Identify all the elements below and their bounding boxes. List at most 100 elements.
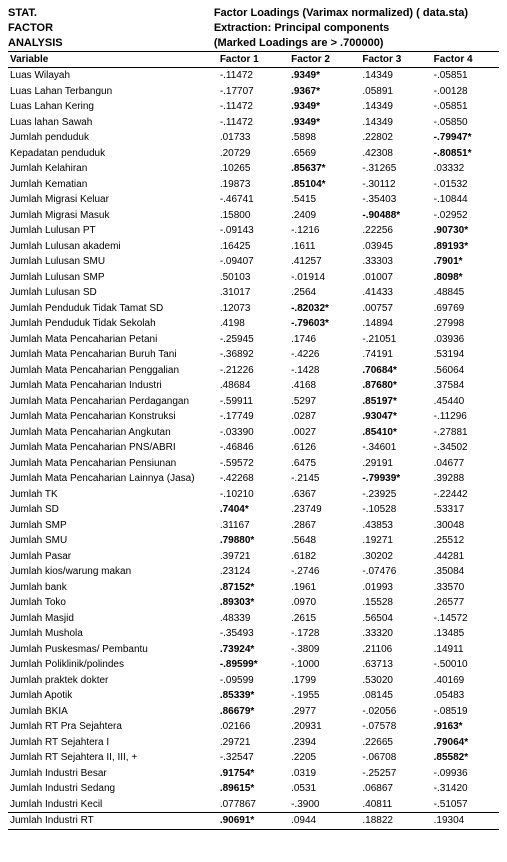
cell-variable: Jumlah Industri Kecil bbox=[8, 797, 214, 813]
cell-factor2: .2409 bbox=[285, 208, 356, 224]
cell-factor3: .42308 bbox=[356, 146, 427, 162]
cell-factor3: .93047* bbox=[356, 409, 427, 425]
cell-factor4: .30048 bbox=[428, 518, 499, 534]
cell-factor2: .2564 bbox=[285, 285, 356, 301]
cell-variable: Jumlah RT Sejahtera II, III, + bbox=[8, 750, 214, 766]
cell-variable: Jumlah Apotik bbox=[8, 688, 214, 704]
cell-variable: Jumlah RT Pra Sejahtera bbox=[8, 719, 214, 735]
cell-factor1: .31017 bbox=[214, 285, 285, 301]
cell-factor1: .23124 bbox=[214, 564, 285, 580]
cell-factor1: .89615* bbox=[214, 781, 285, 797]
cell-factor1: -.89599* bbox=[214, 657, 285, 673]
cell-factor4: .40169 bbox=[428, 673, 499, 689]
cell-factor1: .39721 bbox=[214, 549, 285, 565]
cell-factor3: .85410* bbox=[356, 425, 427, 441]
table-row: Jumlah Poliklinik/polindes-.89599*-.1000… bbox=[8, 657, 499, 673]
header-right-1: Factor Loadings (Varimax normalized) ( d… bbox=[214, 6, 499, 21]
cell-factor2: .0970 bbox=[285, 595, 356, 611]
col-factor2: Factor 2 bbox=[285, 52, 356, 68]
cell-factor3: -.10528 bbox=[356, 502, 427, 518]
cell-factor2: .2615 bbox=[285, 611, 356, 627]
cell-variable: Jumlah Penduduk Tidak Tamat SD bbox=[8, 301, 214, 317]
cell-factor3: .14349 bbox=[356, 68, 427, 84]
cell-factor2: .5648 bbox=[285, 533, 356, 549]
cell-factor4: .90730* bbox=[428, 223, 499, 239]
cell-factor3: .14349 bbox=[356, 115, 427, 131]
cell-factor2: .4168 bbox=[285, 378, 356, 394]
cell-factor3: .85197* bbox=[356, 394, 427, 410]
col-factor3: Factor 3 bbox=[356, 52, 427, 68]
cell-factor4: .14911 bbox=[428, 642, 499, 658]
cell-factor4: .39288 bbox=[428, 471, 499, 487]
cell-factor1: .48339 bbox=[214, 611, 285, 627]
cell-factor1: .31167 bbox=[214, 518, 285, 534]
cell-factor2: -.82032* bbox=[285, 301, 356, 317]
cell-factor1: -.11472 bbox=[214, 115, 285, 131]
cell-factor2: -.3900 bbox=[285, 797, 356, 813]
cell-factor4: -.09936 bbox=[428, 766, 499, 782]
cell-factor4: -.22442 bbox=[428, 487, 499, 503]
cell-factor4: .8098* bbox=[428, 270, 499, 286]
cell-factor4: -.79947* bbox=[428, 130, 499, 146]
table-row: Jumlah Mata Pencaharian Petani-.25945.17… bbox=[8, 332, 499, 348]
cell-factor3: .05891 bbox=[356, 84, 427, 100]
cell-factor3: -.02056 bbox=[356, 704, 427, 720]
cell-variable: Jumlah Lulusan akademi bbox=[8, 239, 214, 255]
cell-factor1: .16425 bbox=[214, 239, 285, 255]
cell-variable: Jumlah kios/warung makan bbox=[8, 564, 214, 580]
cell-factor2: .41257 bbox=[285, 254, 356, 270]
cell-factor4: .69769 bbox=[428, 301, 499, 317]
cell-factor4: .53194 bbox=[428, 347, 499, 363]
cell-factor2: -.79603* bbox=[285, 316, 356, 332]
cell-factor4: -.00128 bbox=[428, 84, 499, 100]
cell-factor3: .03945 bbox=[356, 239, 427, 255]
cell-variable: Jumlah Migrasi Keluar bbox=[8, 192, 214, 208]
cell-factor4: .7901* bbox=[428, 254, 499, 270]
cell-variable: Jumlah Mata Pencaharian Buruh Tani bbox=[8, 347, 214, 363]
cell-variable: Jumlah Mata Pencaharian PNS/ABRI bbox=[8, 440, 214, 456]
cell-factor1: -.03390 bbox=[214, 425, 285, 441]
cell-factor2: -.2145 bbox=[285, 471, 356, 487]
header-left-3: ANALYSIS bbox=[8, 36, 214, 52]
table-row: Jumlah Penduduk Tidak Sekolah.4198-.7960… bbox=[8, 316, 499, 332]
cell-factor4: .19304 bbox=[428, 813, 499, 830]
table-row: Jumlah Migrasi Masuk.15800.2409-.90488*-… bbox=[8, 208, 499, 224]
cell-factor1: -.59572 bbox=[214, 456, 285, 472]
cell-variable: Jumlah Industri RT bbox=[8, 813, 214, 830]
cell-variable: Luas Lahan Terbangun bbox=[8, 84, 214, 100]
table-row: Jumlah Mata Pencaharian Perdagangan-.599… bbox=[8, 394, 499, 410]
cell-factor4: .53317 bbox=[428, 502, 499, 518]
cell-variable: Jumlah Poliklinik/polindes bbox=[8, 657, 214, 673]
table-row: Luas lahan Sawah-.11472.9349*.14349-.058… bbox=[8, 115, 499, 131]
cell-factor4: .89193* bbox=[428, 239, 499, 255]
cell-variable: Jumlah Puskesmas/ Pembantu bbox=[8, 642, 214, 658]
cell-factor3: .06867 bbox=[356, 781, 427, 797]
cell-variable: Jumlah Pasar bbox=[8, 549, 214, 565]
cell-variable: Jumlah Lulusan SD bbox=[8, 285, 214, 301]
table-row: Jumlah Industri Besar.91754*.0319-.25257… bbox=[8, 766, 499, 782]
cell-factor4: -.05851 bbox=[428, 68, 499, 84]
cell-factor1: .90691* bbox=[214, 813, 285, 830]
col-factor1: Factor 1 bbox=[214, 52, 285, 68]
cell-factor3: .22256 bbox=[356, 223, 427, 239]
cell-factor2: .0027 bbox=[285, 425, 356, 441]
cell-factor4: .25512 bbox=[428, 533, 499, 549]
table-row: Jumlah SMP.31167.2867.43853.30048 bbox=[8, 518, 499, 534]
cell-factor3: -.07578 bbox=[356, 719, 427, 735]
table-row: Jumlah penduduk.01733.5898.22802-.79947* bbox=[8, 130, 499, 146]
cell-variable: Jumlah Toko bbox=[8, 595, 214, 611]
cell-factor1: .01733 bbox=[214, 130, 285, 146]
table-row: Jumlah Kematian.19873.85104*-.30112-.015… bbox=[8, 177, 499, 193]
cell-factor2: .9349* bbox=[285, 68, 356, 84]
cell-variable: Jumlah BKIA bbox=[8, 704, 214, 720]
cell-factor2: -.1728 bbox=[285, 626, 356, 642]
table-row: Jumlah RT Pra Sejahtera.02166.20931-.075… bbox=[8, 719, 499, 735]
cell-variable: Jumlah TK bbox=[8, 487, 214, 503]
cell-variable: Jumlah SMU bbox=[8, 533, 214, 549]
cell-factor3: -.35403 bbox=[356, 192, 427, 208]
table-row: Jumlah Lulusan PT-.09143-.1216.22256.907… bbox=[8, 223, 499, 239]
cell-factor4: -.31420 bbox=[428, 781, 499, 797]
cell-factor1: .7404* bbox=[214, 502, 285, 518]
table-row: Jumlah Mata Pencaharian Buruh Tani-.3689… bbox=[8, 347, 499, 363]
cell-factor3: -.21051 bbox=[356, 332, 427, 348]
